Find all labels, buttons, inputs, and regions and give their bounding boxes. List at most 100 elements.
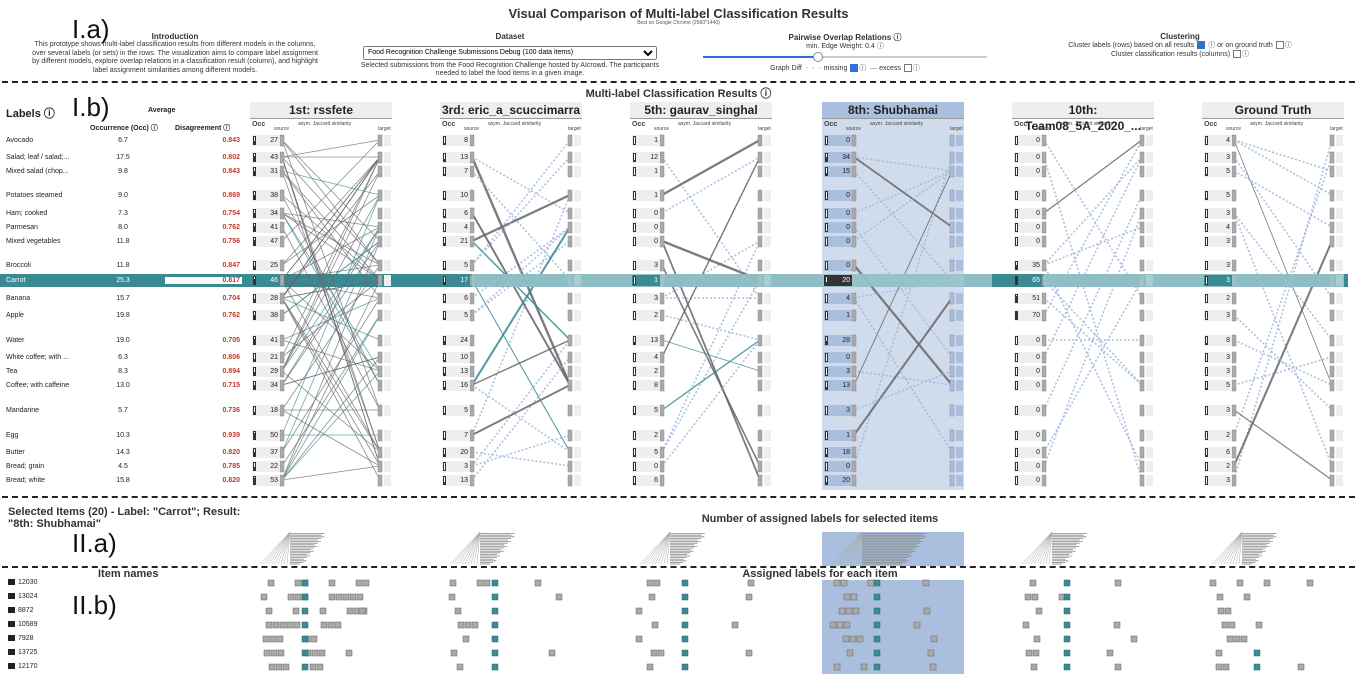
label-square[interactable]	[833, 663, 841, 671]
label-square[interactable]	[840, 579, 848, 587]
occ-cell[interactable]: 2	[632, 310, 660, 321]
carrot-label-square[interactable]	[681, 635, 689, 643]
cluster-all-checkbox[interactable]	[1197, 41, 1206, 49]
occ-cell[interactable]: 5	[632, 405, 660, 416]
carrot-label-square[interactable]	[681, 621, 689, 629]
occ-cell[interactable]: 0	[1014, 352, 1042, 363]
label-square[interactable]	[265, 621, 273, 629]
carrot-label-square[interactable]	[681, 607, 689, 615]
occ-cell[interactable]: 51	[1014, 293, 1042, 304]
occ-cell[interactable]: 10	[442, 352, 470, 363]
occ-cell[interactable]: 34	[252, 208, 280, 219]
item-row[interactable]: 13725	[8, 647, 37, 659]
occ-cell[interactable]: 1	[824, 430, 852, 441]
label-square[interactable]	[745, 593, 753, 601]
label-square[interactable]	[334, 621, 342, 629]
label-square[interactable]	[358, 607, 366, 615]
occ-cell[interactable]: 24	[442, 335, 470, 346]
occ-cell[interactable]: 0	[1014, 222, 1042, 233]
label-row-name[interactable]: Mixed salad (chop...	[6, 168, 69, 175]
occ-cell[interactable]: 22	[252, 461, 280, 472]
occ-cell[interactable]: 5	[632, 447, 660, 458]
occ-cell[interactable]: 4	[632, 352, 660, 363]
occ-cell[interactable]: 4	[824, 293, 852, 304]
cluster-cols-info-icon[interactable]: ⓘ	[1242, 51, 1249, 59]
slider-handle[interactable]	[812, 51, 823, 62]
occ-cell[interactable]: 38	[252, 190, 280, 201]
occ-cell[interactable]: 0	[1014, 475, 1042, 486]
label-square[interactable]	[356, 593, 364, 601]
label-square[interactable]	[867, 579, 875, 587]
occ-cell[interactable]: 8	[442, 135, 470, 146]
label-square[interactable]	[263, 649, 271, 657]
label-square[interactable]	[265, 607, 273, 615]
label-square[interactable]	[311, 649, 319, 657]
label-square[interactable]	[651, 621, 659, 629]
carrot-label-square[interactable]	[681, 593, 689, 601]
label-square[interactable]	[328, 579, 336, 587]
label-square[interactable]	[310, 635, 318, 643]
item-row[interactable]: 13024	[8, 591, 37, 603]
label-row-name[interactable]: Egg	[6, 432, 19, 439]
cluster-gt-checkbox[interactable]	[1275, 41, 1284, 49]
occ-cell[interactable]: 15	[824, 166, 852, 177]
label-square[interactable]	[747, 579, 755, 587]
occ-cell[interactable]: 41	[252, 222, 280, 233]
item-row[interactable]: 7928	[8, 633, 34, 645]
occ-cell[interactable]: 1	[632, 166, 660, 177]
item-row[interactable]: 10589	[8, 619, 37, 631]
occ-cell[interactable]: 0	[824, 260, 852, 271]
label-square[interactable]	[646, 663, 654, 671]
occ-cell[interactable]: 20	[824, 475, 852, 486]
label-square[interactable]	[1106, 649, 1114, 657]
carrot-label-square[interactable]	[1063, 579, 1071, 587]
label-square[interactable]	[279, 621, 287, 629]
occ-cell[interactable]: 0	[1014, 447, 1042, 458]
label-square[interactable]	[286, 621, 294, 629]
occ-cell[interactable]: 65	[1014, 275, 1042, 286]
carrot-label-square[interactable]	[873, 663, 881, 671]
label-square[interactable]	[1306, 579, 1314, 587]
label-square[interactable]	[1215, 649, 1223, 657]
occ-cell[interactable]: 12	[632, 152, 660, 163]
label-square[interactable]	[842, 635, 850, 643]
label-square[interactable]	[1029, 579, 1037, 587]
carrot-label-square[interactable]	[873, 607, 881, 615]
label-square[interactable]	[548, 649, 556, 657]
occ-cell[interactable]: 0	[1014, 236, 1042, 247]
label-square[interactable]	[262, 635, 270, 643]
label-row-name[interactable]: Ham; cooked	[6, 210, 48, 217]
image-icon[interactable]	[8, 663, 15, 670]
label-row-name[interactable]: Coffee; with caffeine	[6, 382, 70, 389]
label-square[interactable]	[922, 579, 930, 587]
label-row-name[interactable]: Carrot	[6, 277, 26, 284]
occ-cell[interactable]: 1	[632, 190, 660, 201]
occ-cell[interactable]: 5	[1204, 166, 1232, 177]
label-square[interactable]	[1022, 621, 1030, 629]
label-square[interactable]	[1215, 663, 1223, 671]
label-square[interactable]	[1233, 635, 1241, 643]
occ-cell[interactable]: 28	[252, 293, 280, 304]
label-square[interactable]	[930, 635, 938, 643]
occ-cell[interactable]: 6	[1204, 447, 1232, 458]
carrot-label-square[interactable]	[1253, 663, 1261, 671]
occ-cell[interactable]: 5	[442, 260, 470, 271]
label-square[interactable]	[657, 649, 665, 657]
label-row-name[interactable]: Tea	[6, 368, 18, 375]
occ-cell[interactable]: 8	[632, 380, 660, 391]
column-header[interactable]: 10th: Team08_5A_2020_...	[1012, 102, 1154, 133]
occ-cell[interactable]: 5	[1204, 380, 1232, 391]
occ-cell[interactable]: 0	[1014, 461, 1042, 472]
carrot-label-square[interactable]	[301, 607, 309, 615]
occ-cell[interactable]: 3	[1204, 208, 1232, 219]
carrot-label-square[interactable]	[491, 607, 499, 615]
label-row-name[interactable]: Mandarine	[6, 407, 40, 414]
occ-cell[interactable]: 3	[1204, 352, 1232, 363]
occ-cell[interactable]: 4	[442, 222, 470, 233]
label-square[interactable]	[345, 649, 353, 657]
cluster-cols-checkbox[interactable]	[1233, 50, 1241, 59]
label-square[interactable]	[1243, 593, 1251, 601]
carrot-label-square[interactable]	[1063, 621, 1071, 629]
occ-cell[interactable]: 50	[252, 430, 280, 441]
label-square[interactable]	[260, 593, 268, 601]
